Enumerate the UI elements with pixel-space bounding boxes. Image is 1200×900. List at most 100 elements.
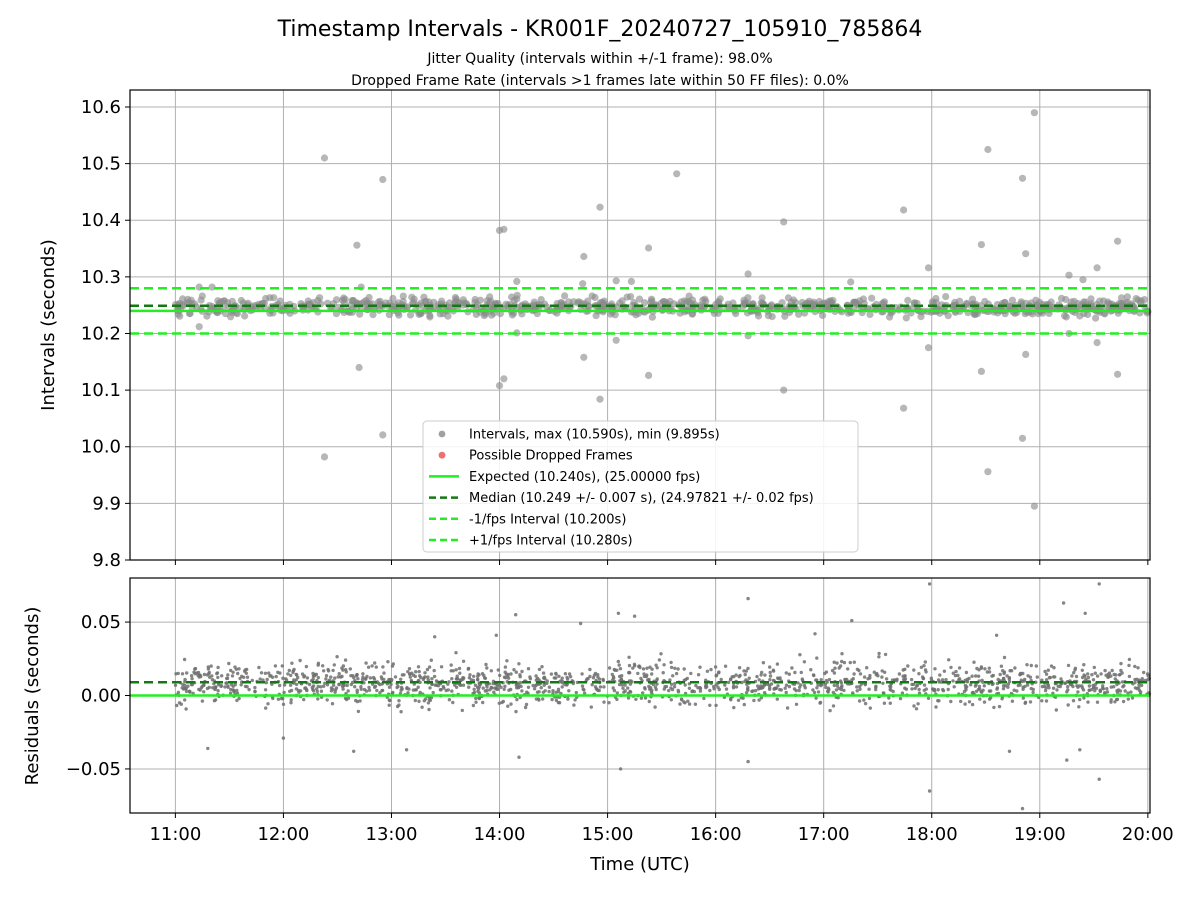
residual-point bbox=[1012, 688, 1016, 692]
interval-outlier-point bbox=[500, 375, 508, 383]
residual-point bbox=[729, 696, 733, 701]
residual-point bbox=[489, 669, 493, 673]
residual-point bbox=[507, 688, 511, 692]
legend-entry-label: +1/fps Interval (10.280s) bbox=[469, 534, 633, 549]
residual-point bbox=[815, 686, 819, 690]
residual-point bbox=[662, 663, 666, 667]
residual-point bbox=[280, 664, 284, 668]
residual-point bbox=[414, 688, 418, 692]
residual-point bbox=[1120, 680, 1125, 684]
residual-point bbox=[970, 674, 974, 678]
residual-point bbox=[1044, 699, 1049, 703]
residual-point bbox=[502, 687, 506, 691]
residual-point bbox=[639, 676, 643, 681]
residual-point bbox=[408, 672, 412, 676]
residual-point bbox=[1034, 664, 1039, 668]
residual-point bbox=[1098, 689, 1103, 693]
residual-point bbox=[433, 683, 437, 687]
residual-point bbox=[790, 666, 794, 670]
residual-point bbox=[197, 687, 201, 692]
residual-point bbox=[787, 684, 792, 689]
residual-point bbox=[737, 674, 741, 679]
interval-point bbox=[1057, 294, 1066, 302]
residual-point bbox=[176, 690, 181, 695]
residual-point bbox=[898, 696, 903, 701]
residual-point bbox=[429, 658, 433, 662]
interval-point bbox=[880, 298, 889, 306]
residual-point bbox=[757, 678, 761, 682]
residual-point bbox=[267, 671, 271, 675]
residual-point bbox=[734, 685, 739, 689]
residual-point bbox=[581, 687, 585, 691]
residual-point bbox=[888, 701, 892, 705]
residual-point bbox=[340, 666, 344, 670]
residual-point bbox=[435, 680, 439, 684]
residuals-x-tick-label: 17:00 bbox=[798, 824, 850, 845]
residual-point bbox=[1031, 687, 1036, 692]
residual-point bbox=[668, 678, 672, 682]
residual-point bbox=[933, 667, 937, 671]
residual-point bbox=[974, 674, 978, 678]
residuals-x-tick-label: 14:00 bbox=[474, 824, 526, 845]
residual-point bbox=[796, 681, 800, 685]
residual-point bbox=[474, 696, 478, 701]
residual-point bbox=[504, 672, 509, 676]
intervals-y-tick-label: 10.5 bbox=[81, 154, 121, 175]
residual-point bbox=[651, 682, 656, 687]
residual-point bbox=[742, 669, 746, 673]
interval-outlier-point bbox=[1018, 174, 1027, 182]
residual-point bbox=[590, 683, 594, 687]
residual-point bbox=[768, 674, 773, 678]
residual-point bbox=[823, 682, 827, 687]
residual-point bbox=[532, 687, 537, 691]
interval-point bbox=[688, 296, 697, 304]
residual-point bbox=[206, 667, 211, 671]
residual-outlier-point bbox=[813, 632, 817, 636]
residual-point bbox=[962, 689, 967, 694]
residual-point bbox=[895, 677, 899, 681]
intervals-x-ticks bbox=[174, 560, 1149, 565]
residual-point bbox=[321, 664, 325, 668]
residual-point bbox=[709, 667, 713, 672]
interval-point bbox=[767, 302, 775, 310]
residual-outlier-point bbox=[994, 633, 999, 637]
residual-outlier-point bbox=[1020, 806, 1025, 811]
residual-point bbox=[247, 687, 251, 692]
residual-point bbox=[689, 671, 693, 676]
residual-point bbox=[647, 684, 651, 689]
residual-point bbox=[266, 702, 270, 706]
residual-point bbox=[744, 691, 749, 695]
residual-point bbox=[430, 677, 434, 681]
interval-point bbox=[340, 294, 348, 302]
legend-entry-label: Expected (10.240s), (25.00000 fps) bbox=[469, 470, 700, 485]
residual-point bbox=[185, 671, 189, 675]
residual-point bbox=[173, 683, 178, 687]
residual-point bbox=[257, 665, 261, 670]
residual-point bbox=[503, 665, 508, 669]
residual-point bbox=[1043, 669, 1047, 674]
residual-point bbox=[712, 684, 716, 689]
residual-point bbox=[361, 672, 365, 676]
residual-point bbox=[1137, 685, 1141, 690]
residual-point bbox=[846, 667, 850, 671]
residual-point bbox=[237, 696, 241, 701]
residual-point bbox=[472, 687, 476, 691]
interval-point bbox=[1061, 312, 1069, 320]
residual-point bbox=[798, 653, 802, 657]
interval-outlier-point bbox=[355, 363, 363, 372]
residual-point bbox=[868, 673, 872, 678]
residual-point bbox=[798, 685, 802, 689]
residual-point bbox=[799, 670, 803, 675]
residual-point bbox=[506, 676, 511, 680]
residual-outlier-point bbox=[352, 749, 356, 753]
interval-outlier-point bbox=[580, 353, 588, 361]
residual-point bbox=[650, 667, 654, 671]
interval-point bbox=[1008, 296, 1017, 304]
intervals-y-tick-label: 10.1 bbox=[81, 380, 121, 401]
residual-point bbox=[1126, 691, 1130, 695]
residual-point bbox=[336, 675, 340, 679]
residual-point bbox=[855, 685, 859, 689]
residual-point bbox=[322, 684, 326, 688]
residual-point bbox=[921, 676, 925, 681]
residual-point bbox=[977, 687, 982, 691]
